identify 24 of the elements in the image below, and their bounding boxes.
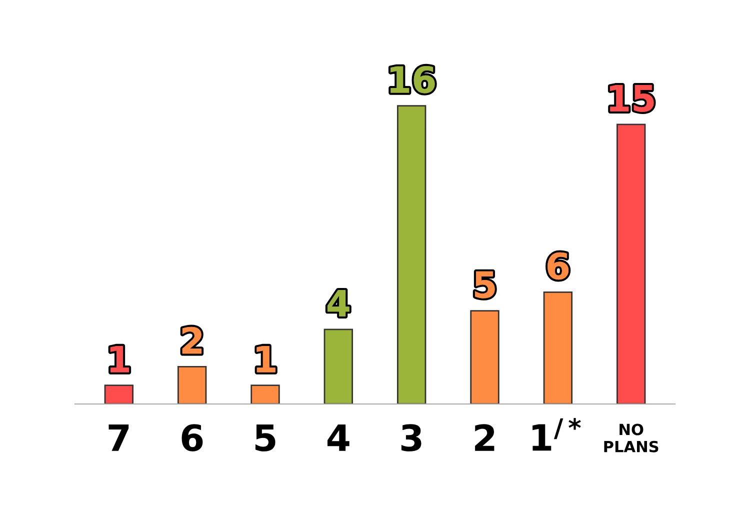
x-tick-label: 5 (255, 424, 276, 452)
bar (250, 384, 280, 404)
data-label: 1 (256, 346, 276, 372)
bar (177, 366, 207, 404)
x-tick-label: 7 (108, 424, 129, 451)
data-label: 15 (610, 85, 654, 112)
data-label: 4 (327, 290, 350, 316)
bar (470, 310, 500, 404)
bar (396, 105, 426, 404)
x-tick-label: 1$^{/*}$ (532, 418, 581, 451)
data-label: 1 (110, 346, 129, 372)
bar (324, 328, 354, 404)
data-label: 5 (474, 271, 495, 298)
bar (104, 384, 134, 404)
bar (543, 291, 573, 404)
x-tick-label: 3 (401, 424, 422, 452)
data-label: 16 (390, 66, 435, 94)
bar (616, 124, 646, 404)
x-tick-label: NO PLANS (604, 424, 658, 452)
data-label: 6 (548, 252, 569, 280)
data-label: 2 (182, 326, 202, 354)
x-tick-label: 4 (327, 424, 350, 451)
x-tick-label: 6 (182, 424, 203, 452)
x-tick-label: 2 (475, 424, 494, 451)
